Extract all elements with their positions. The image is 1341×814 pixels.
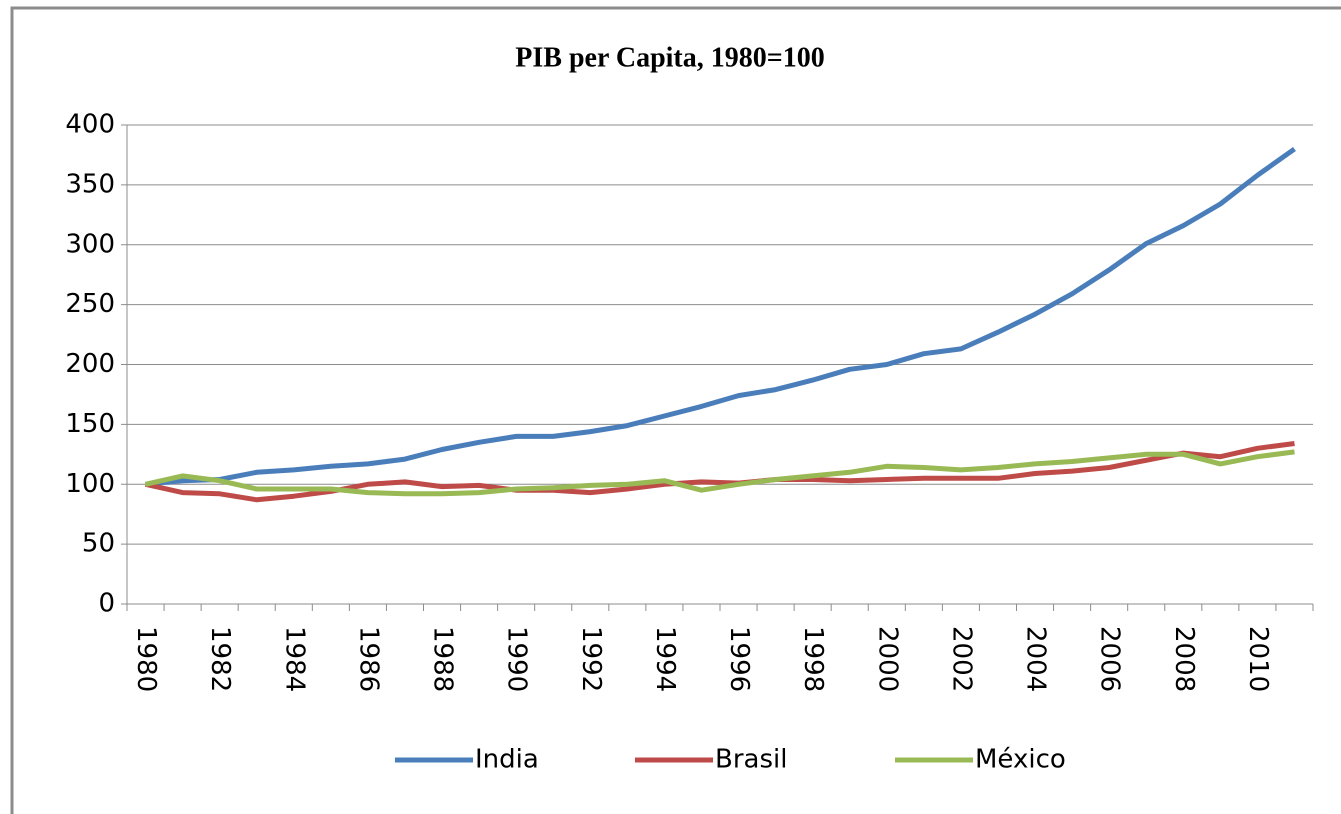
x-tick-label: 1994	[650, 626, 680, 692]
y-tick-label: 250	[65, 289, 115, 319]
legend-label: Brasil	[715, 745, 787, 775]
x-tick-label: 2010	[1243, 626, 1273, 692]
x-tick-label: 1988	[428, 626, 458, 692]
x-tick-label: 2006	[1095, 626, 1125, 692]
y-tick-label: 0	[98, 589, 115, 619]
x-tick-label: 1992	[576, 626, 606, 692]
x-tick-label: 1980	[131, 626, 161, 692]
chart-title: PIB per Capita, 1980=100	[515, 42, 824, 73]
x-tick-label: 2004	[1021, 626, 1051, 692]
x-tick-label: 1982	[205, 626, 235, 692]
x-tick-label: 2002	[946, 626, 976, 692]
chart-frame	[10, 6, 1341, 814]
x-tick-label: 1996	[724, 626, 754, 692]
x-tick-label: 1990	[502, 626, 532, 692]
series-line	[145, 146, 1296, 487]
legend-label: México	[975, 745, 1066, 775]
x-tick-label: 2008	[1169, 626, 1199, 692]
y-tick-label: 50	[82, 529, 115, 559]
y-tick-label: 300	[65, 229, 115, 259]
x-tick-label: 1984	[279, 626, 309, 692]
legend-label: India	[475, 745, 539, 775]
x-tick-label: 1998	[798, 626, 828, 692]
y-tick-label: 200	[65, 349, 115, 379]
y-tick-label: 400	[65, 110, 115, 140]
series-line	[144, 449, 1295, 497]
x-tick-label: 2000	[872, 626, 902, 692]
x-tick-label: 1986	[353, 626, 383, 692]
y-tick-label: 350	[65, 169, 115, 199]
y-tick-label: 150	[65, 409, 115, 439]
y-tick-label: 100	[65, 469, 115, 499]
